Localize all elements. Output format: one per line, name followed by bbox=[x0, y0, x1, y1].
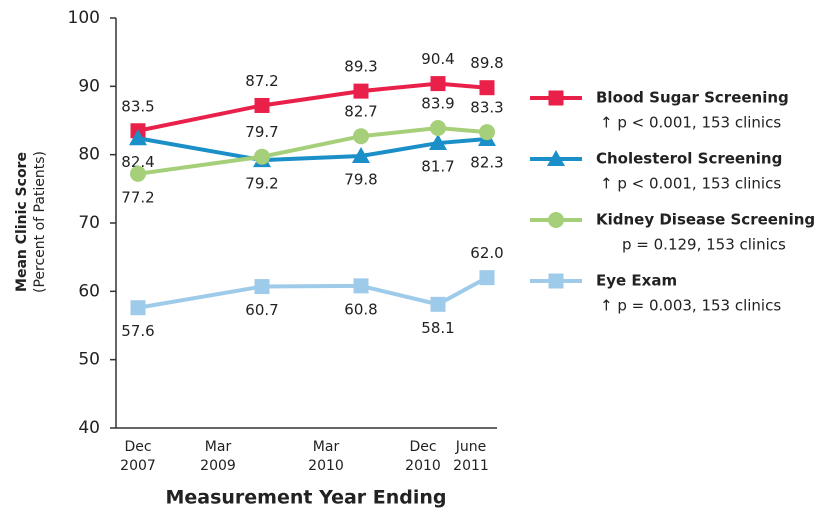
marker bbox=[479, 124, 495, 141]
data-label: 89.8 bbox=[470, 54, 503, 72]
legend-note: p = 0.129, 153 clinics bbox=[622, 236, 786, 254]
marker bbox=[430, 296, 446, 312]
legend-marker bbox=[548, 273, 564, 289]
data-label: 57.6 bbox=[121, 322, 154, 340]
legend-label: Blood Sugar Screening bbox=[596, 89, 789, 107]
data-label: 82.3 bbox=[470, 153, 503, 171]
data-label: 82.4 bbox=[121, 153, 154, 171]
data-label: 60.7 bbox=[245, 301, 278, 319]
data-label: 60.8 bbox=[344, 300, 377, 318]
marker bbox=[430, 120, 446, 137]
x-tick-label: June 2011 bbox=[453, 439, 489, 474]
marker bbox=[352, 147, 370, 164]
legend-label: Kidney Disease Screening bbox=[596, 211, 815, 229]
legend-label: Cholesterol Screening bbox=[596, 150, 782, 168]
marker bbox=[254, 279, 270, 295]
data-label: 89.3 bbox=[344, 58, 377, 76]
data-label: 81.7 bbox=[421, 158, 454, 176]
data-label: 79.7 bbox=[245, 123, 278, 141]
y-tick-label: 40 bbox=[78, 418, 100, 438]
x-axis-title: Measurement Year Ending bbox=[165, 487, 446, 509]
marker bbox=[129, 129, 147, 146]
data-label: 83.5 bbox=[121, 97, 154, 115]
y-tick-label: 70 bbox=[78, 213, 100, 233]
marker bbox=[429, 134, 447, 151]
legend-note: ↑ p = 0.003, 153 clinics bbox=[600, 297, 781, 315]
legend-marker bbox=[547, 150, 565, 166]
y-tick-label: 60 bbox=[78, 281, 100, 301]
data-label: 79.8 bbox=[344, 171, 377, 189]
marker bbox=[353, 83, 369, 99]
data-label: 83.9 bbox=[421, 95, 454, 113]
data-label: 79.2 bbox=[245, 175, 278, 193]
legend-note: ↑ p < 0.001, 153 clinics bbox=[600, 175, 781, 193]
y-tick-label: 80 bbox=[78, 145, 100, 165]
data-label: 62.0 bbox=[470, 244, 503, 262]
y-axis-title: Mean Clinic Score bbox=[14, 152, 30, 292]
data-label: 90.4 bbox=[421, 50, 454, 68]
legend-label: Eye Exam bbox=[596, 272, 677, 290]
data-label: 83.3 bbox=[470, 99, 503, 117]
x-tick-label: Mar 2010 bbox=[308, 439, 344, 474]
x-tick-label: Mar 2009 bbox=[200, 439, 236, 474]
y-tick-label: 100 bbox=[68, 8, 100, 28]
marker bbox=[254, 97, 270, 113]
y-tick-label: 50 bbox=[78, 350, 100, 370]
marker bbox=[353, 128, 369, 145]
data-label: 82.7 bbox=[344, 103, 377, 121]
marker bbox=[430, 76, 446, 92]
marker bbox=[130, 165, 146, 182]
legend-marker bbox=[548, 90, 564, 106]
marker bbox=[479, 270, 495, 286]
data-label: 58.1 bbox=[421, 319, 454, 337]
legend-note: ↑ p < 0.001, 153 clinics bbox=[600, 114, 781, 132]
x-tick-label: Dec 2007 bbox=[120, 439, 156, 474]
legend-marker bbox=[548, 212, 564, 228]
y-tick-label: 90 bbox=[78, 76, 100, 96]
data-label: 77.2 bbox=[121, 188, 154, 206]
marker bbox=[130, 300, 146, 316]
data-label: 87.2 bbox=[245, 72, 278, 90]
marker bbox=[479, 80, 495, 96]
y-axis-subtitle: (Percent of Patients) bbox=[32, 151, 48, 293]
marker bbox=[353, 278, 369, 294]
x-tick-label: Dec 2010 bbox=[405, 439, 441, 474]
marker bbox=[254, 148, 270, 165]
